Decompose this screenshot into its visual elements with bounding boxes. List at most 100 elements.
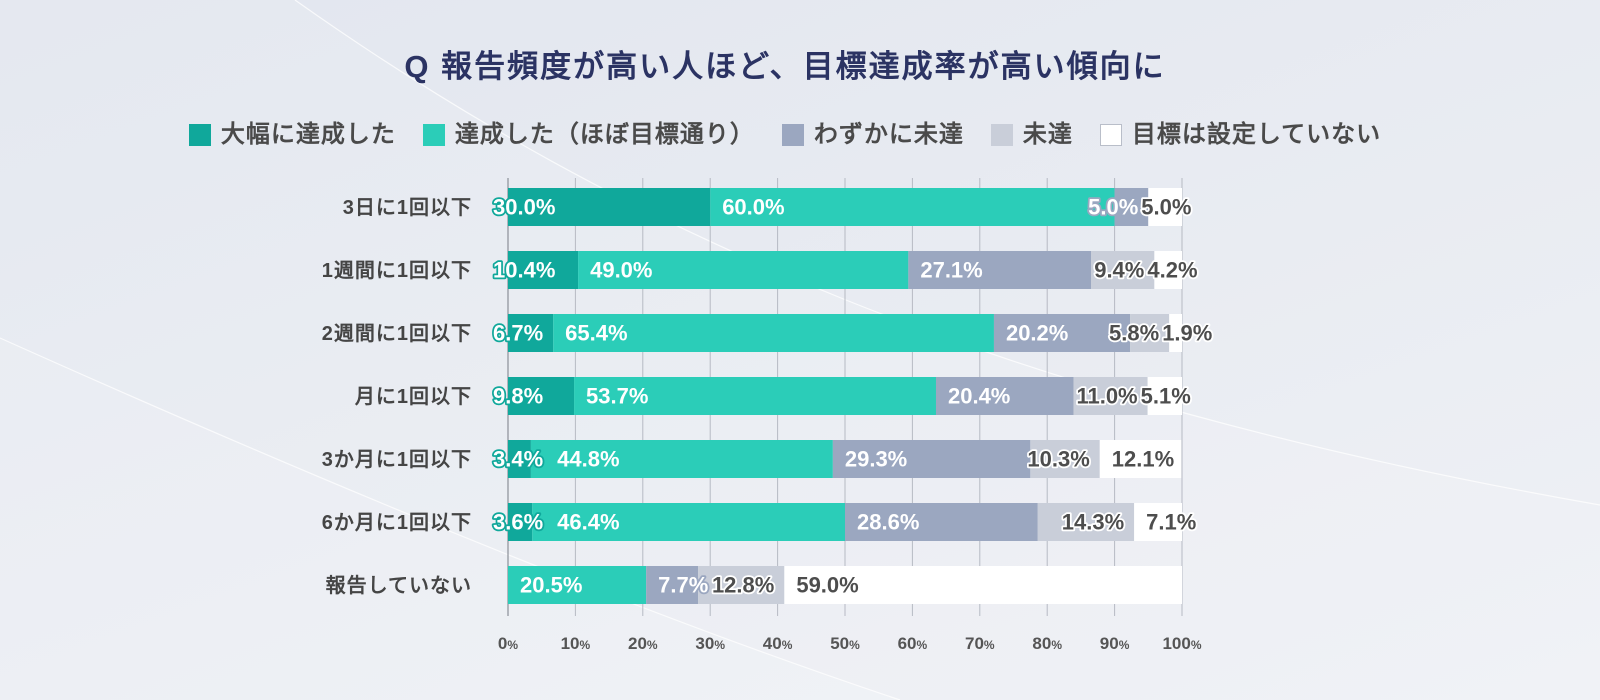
legend: 大幅に達成した 達成した（ほぼ目標通り） わずかに未達 未達 目標は設定していな… [0,121,1570,149]
data-label: 3.4% [493,447,543,472]
bar-segment [1114,188,1149,226]
tick-label: 30% [695,634,725,653]
data-label: 46.4% [557,510,619,535]
tick-value: 60 [898,634,917,653]
legend-label: 未達 [1022,121,1073,148]
tick-label: 20% [628,634,658,653]
data-label: 5.8% [1109,321,1159,346]
tick-unit: % [1051,638,1062,652]
tick-unit: % [1119,638,1130,652]
legend-item-great-achievement: 大幅に達成した [188,121,396,149]
bar-segment [508,251,579,289]
bar-segment [935,377,1074,415]
bar-segment [1037,503,1135,541]
legend-label: 大幅に達成した [220,121,396,148]
tick-label: 100% [1162,634,1201,653]
bar-segment [1154,251,1182,289]
bar-segment [508,377,575,415]
legend-swatch [990,124,1013,146]
tick-unit: % [849,638,860,652]
tick-label: 70% [965,634,995,653]
data-label: 20.4% [948,384,1010,409]
bar-segment [908,251,1092,289]
data-label: 5.0% [1088,195,1138,220]
legend-item-no-goal: 目標は設定していない [1099,121,1382,149]
bar-segment [1130,314,1170,352]
bar-segment [845,503,1038,541]
tick-unit: % [647,638,658,652]
bar-segment [508,440,531,478]
tick-label: 0% [498,634,518,653]
category-label: 3か月に1回以下 [322,448,472,471]
legend-swatch [1099,124,1122,146]
legend-item-missed: 未達 [990,121,1073,149]
legend-swatch [422,124,445,146]
data-label: 7.1% [1146,510,1196,535]
legend-swatch [188,124,211,146]
data-label: 12.8% [712,573,774,598]
data-label: 10.3% [1027,447,1089,472]
bar-segment [532,503,845,541]
bar-segment [508,314,554,352]
legend-item-achieved: 達成した（ほぼ目標通り） [422,121,755,149]
tick-unit: % [507,638,518,652]
legend-label: 目標は設定していない [1131,121,1382,148]
data-label: 20.5% [520,573,582,598]
category-label: 報告していない [326,574,472,597]
data-label: 59.0% [796,573,858,598]
tick-label: 60% [898,634,928,653]
bar-segment [993,314,1131,352]
category-label: 2週間に1回以下 [322,322,472,345]
tick-value: 80 [1032,634,1051,653]
bar-segment [1147,377,1182,415]
bar-segment [578,251,909,289]
tick-label: 80% [1032,634,1062,653]
bar-segment [1134,503,1182,541]
data-label: 65.4% [565,321,627,346]
data-label: 5.1% [1141,384,1191,409]
bar-segment [1030,440,1100,478]
tick-value: 90 [1100,634,1119,653]
tick-unit: % [714,638,725,652]
tick-value: 70 [965,634,984,653]
bar-segment [832,440,1031,478]
bar-segment [530,440,833,478]
data-label: 44.8% [557,447,619,472]
category-label: 6か月に1回以下 [322,511,472,534]
tick-unit: % [917,638,928,652]
tick-unit: % [1191,638,1202,652]
tick-value: 50 [830,634,849,653]
bar-segment [646,566,699,604]
bar-segment [553,314,994,352]
bar-segment [1169,314,1182,352]
bar-segment [1073,377,1148,415]
tick-unit: % [984,638,995,652]
data-label: 4.2% [1147,258,1197,283]
bar-segment [508,566,647,604]
category-label: 3日に1回以下 [343,196,472,219]
background-curve-line [294,0,1600,506]
tick-value: 40 [763,634,782,653]
background-curve-line [0,337,901,700]
data-label: 27.1% [920,258,982,283]
data-label: 14.3% [1062,510,1124,535]
tick-label: 10% [561,634,591,653]
legend-item-slightly-missed: わずかに未達 [781,121,964,149]
data-label: 20.2% [1006,321,1068,346]
tick-unit: % [580,638,591,652]
legend-label: 達成した（ほぼ目標通り） [454,121,755,148]
data-label: 3.6% [493,510,543,535]
chart-title: Q 報告頻度が高い人ほど、目標達成率が高い傾向に [404,49,1166,84]
bar-segment [1148,188,1182,226]
category-label: 月に1回以下 [354,385,472,408]
data-label: 11.0% [1076,384,1137,409]
tick-value: 0 [498,634,507,653]
tick-value: 20 [628,634,647,653]
data-label: 5.0% [1141,195,1191,220]
tick-unit: % [782,638,793,652]
category-label: 1週間に1回以下 [322,259,472,282]
legend-label: わずかに未達 [813,121,964,148]
data-label: 9.4% [1094,258,1144,283]
